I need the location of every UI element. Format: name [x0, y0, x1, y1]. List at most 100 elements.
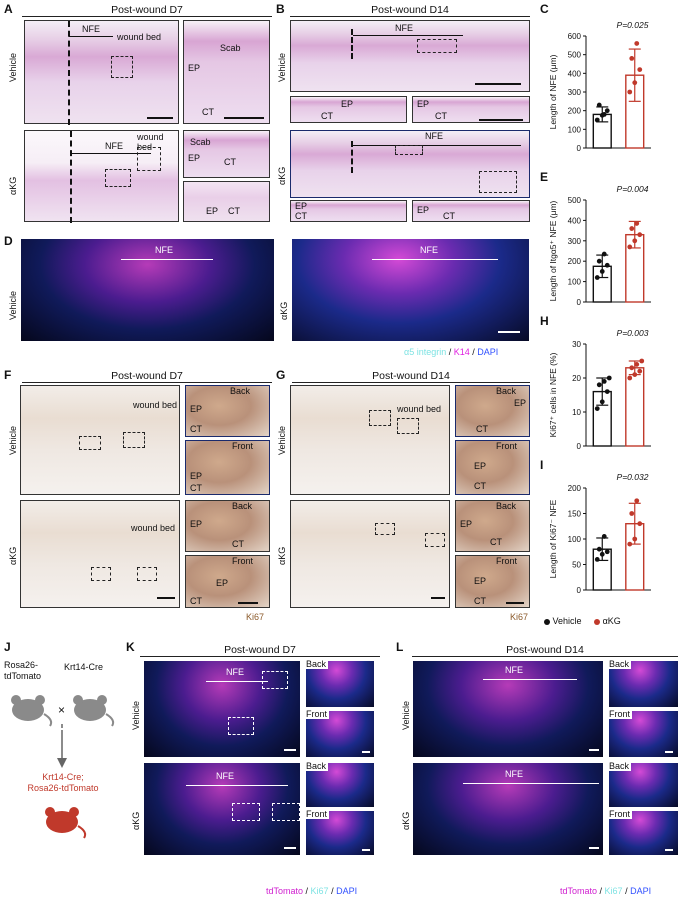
- boundary-line: [351, 29, 353, 59]
- ep-label: EP: [514, 398, 527, 408]
- y-axis-label: Ki67⁺ cells in NFE (%): [548, 352, 558, 437]
- inset-region: [425, 533, 445, 547]
- inset-region: [123, 432, 145, 448]
- panel-f-row2-label: αKG: [8, 546, 18, 565]
- nfe-arrow: [71, 153, 151, 154]
- y-tick-label: 10: [572, 408, 581, 417]
- panel-b-row2-label: αKG: [277, 166, 287, 185]
- data-point: [594, 557, 600, 562]
- inset-region: [479, 171, 517, 193]
- panel-b-title: Post-wound D14: [290, 4, 530, 17]
- nfe-arrow: [186, 785, 288, 786]
- legend-akg: αKG: [602, 616, 621, 626]
- panel-f-vehicle-front-inset: Front EP CT: [185, 440, 270, 495]
- panel-d-legend: α5 integrin / K14 / DAPI: [404, 347, 498, 357]
- legend-separator: /: [303, 886, 311, 896]
- p-value-label: P=0.025: [617, 20, 649, 30]
- mouse-icon: [11, 695, 53, 727]
- panel-k-legend: tdTomato / Ki67 / DAPI: [266, 886, 357, 896]
- data-point: [606, 375, 612, 381]
- panel-b-vehicle-image: NFE: [290, 20, 530, 92]
- inset-region: [375, 523, 395, 535]
- scale-bar: [147, 117, 173, 119]
- back-label: Back: [496, 501, 517, 511]
- inset-region: [111, 56, 133, 78]
- ep-label: EP: [188, 153, 201, 163]
- panel-d-akg-image: NFE: [291, 238, 530, 342]
- data-point: [634, 498, 640, 504]
- panel-label-k: K: [126, 640, 135, 654]
- legend-dapi: DAPI: [336, 886, 358, 896]
- data-point: [627, 375, 633, 381]
- ct-label: CT: [190, 424, 202, 434]
- legend-separator: /: [622, 886, 631, 896]
- ep-label: EP: [417, 99, 430, 109]
- scale-bar: [224, 117, 264, 119]
- panel-a-akg-inset-bottom: EP CT: [183, 181, 270, 222]
- scale-bar: [362, 849, 370, 851]
- panel-label-j: J: [4, 640, 11, 654]
- scale-bar: [431, 597, 445, 599]
- panel-b-vehicle-inset-right: EP CT: [412, 96, 530, 123]
- p-value-label: P=0.004: [617, 184, 649, 194]
- data-point: [599, 269, 605, 274]
- panel-l-vehicle-back-inset: Back: [607, 659, 679, 708]
- panel-d-vehicle-image: NFE: [20, 238, 275, 342]
- nfe-arrow: [353, 145, 521, 146]
- data-point: [599, 399, 605, 405]
- y-tick-label: 500: [568, 51, 582, 60]
- panel-b-vehicle-inset-left: EP CT: [290, 96, 407, 123]
- data-point: [594, 275, 600, 280]
- data-point: [601, 379, 607, 384]
- legend-separator: /: [469, 347, 478, 357]
- data-point: [637, 67, 643, 72]
- panel-a-akg-inset-top: Scab EP CT: [183, 130, 270, 178]
- panel-f-akg-front-inset: Front EP CT: [185, 555, 270, 608]
- wound-bed-label: wound bed: [397, 404, 442, 414]
- nfe-label: NFE: [82, 24, 100, 34]
- data-point: [627, 541, 633, 547]
- y-tick-label: 20: [572, 374, 581, 383]
- panel-b-row1-label: Vehicle: [277, 52, 287, 82]
- panel-label-i: I: [540, 458, 544, 472]
- data-point: [637, 521, 643, 527]
- scale-bar: [498, 331, 520, 333]
- mouse2-label: Krt14-Cre: [64, 662, 104, 672]
- data-point: [632, 238, 638, 244]
- nfe-arrow: [353, 35, 463, 36]
- ep-label: EP: [417, 205, 430, 215]
- y-tick-label: 50: [572, 561, 581, 570]
- front-label: Front: [304, 709, 330, 719]
- data-point: [596, 382, 602, 388]
- back-label: Back: [607, 659, 632, 669]
- legend-tdtomato: tdTomato: [266, 886, 304, 896]
- panel-g-vehicle-image: wound bed: [290, 385, 450, 495]
- data-point: [596, 546, 602, 552]
- front-label: Front: [607, 809, 633, 819]
- akg-dot-icon: [594, 618, 601, 625]
- inset-region: [91, 567, 111, 581]
- y-tick-label: 300: [568, 88, 582, 97]
- data-point: [639, 358, 645, 364]
- panel-label-a: A: [4, 2, 13, 16]
- back-label: Back: [230, 386, 251, 396]
- panel-a-vehicle-inset: Scab EP CT: [183, 20, 270, 124]
- data-point: [601, 251, 607, 257]
- ep-label: EP: [474, 461, 487, 471]
- data-point: [637, 232, 643, 238]
- panel-b-akg-inset-left: EP CT: [290, 200, 407, 222]
- y-tick-label: 400: [568, 216, 582, 225]
- panel-d-row2-label: αKG: [279, 301, 289, 320]
- legend-dapi: DAPI: [630, 886, 652, 896]
- y-tick-label: 300: [568, 237, 582, 246]
- back-label: Back: [304, 659, 329, 669]
- data-point: [632, 372, 638, 377]
- data-point: [604, 389, 610, 394]
- panel-f-akg-image: wound bed: [20, 500, 180, 608]
- nfe-arrow: [463, 783, 599, 784]
- front-label: Front: [496, 556, 518, 566]
- panel-label-b: B: [276, 2, 285, 16]
- scale-bar: [362, 751, 370, 753]
- nfe-label: NFE: [105, 141, 123, 151]
- panel-l-vehicle-front-inset: Front: [607, 709, 679, 758]
